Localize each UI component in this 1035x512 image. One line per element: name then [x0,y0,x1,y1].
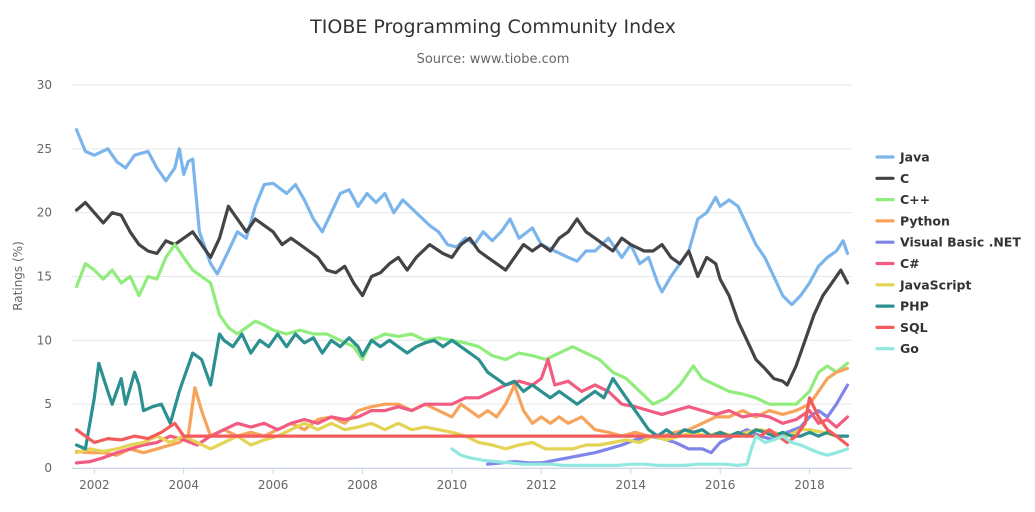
x-tick-label: 2002 [79,478,110,492]
legend-label: Java [899,150,930,165]
legend-item-java[interactable]: Java [875,150,930,165]
legend-item-php[interactable]: PHP [875,299,929,314]
legend-item-javascript[interactable]: JavaScript [875,277,971,292]
y-axis-title: Ratings (%) [11,241,25,311]
y-tick-label: 30 [37,78,52,92]
legend-label: C [900,171,909,186]
legend-label: C# [900,256,920,271]
legend-item-visual-basic-net[interactable]: Visual Basic .NET [875,235,1021,250]
x-tick-label: 2008 [347,478,378,492]
series-lines [74,128,850,467]
legend-item-python[interactable]: Python [875,213,950,228]
series-line-python [74,366,850,457]
x-tick-label: 2004 [168,478,199,492]
y-tick-label: 20 [37,206,52,220]
legend-item-sql[interactable]: SQL [875,320,928,335]
chart-subtitle: Source: www.tiobe.com [417,52,570,67]
legend-item-c[interactable]: C [875,171,909,186]
x-tick-label: 2010 [437,478,468,492]
x-tick-label: 2006 [258,478,289,492]
legend-item-go[interactable]: Go [875,341,919,356]
legend-label: Visual Basic .NET [900,235,1021,250]
y-tick-label: 10 [37,333,52,347]
legend-item-cplusplus[interactable]: C++ [875,192,930,207]
legend-label: Go [900,341,919,356]
y-axis-ticks: 0 5 10 15 20 25 30 [37,78,52,475]
legend-label: PHP [900,299,929,314]
legend-label: JavaScript [899,277,971,292]
series-line-cplusplus [74,243,850,406]
y-tick-label: 0 [44,461,52,475]
legend-label: C++ [900,192,930,207]
legend-item-csharp[interactable]: C# [875,256,920,271]
series-line-go [450,434,850,467]
x-axis-ticks: 2002 2004 2006 2008 2010 2012 2014 2016 2018 [79,468,825,492]
series-line-c [74,200,850,387]
legend-label: SQL [900,320,928,335]
x-tick-label: 2018 [794,478,825,492]
y-tick-label: 25 [37,142,52,156]
chart-title: TIOBE Programming Community Index [309,16,676,38]
x-tick-label: 2014 [615,478,646,492]
legend: Java C C++ Python Visual Basic .NET C# JavaScr… [875,150,1021,356]
x-tick-label: 2016 [705,478,736,492]
y-tick-label: 15 [37,270,52,284]
y-tick-label: 5 [44,397,52,411]
legend-label: Python [900,213,950,228]
series-line-sql [74,396,850,447]
x-tick-label: 2012 [526,478,557,492]
